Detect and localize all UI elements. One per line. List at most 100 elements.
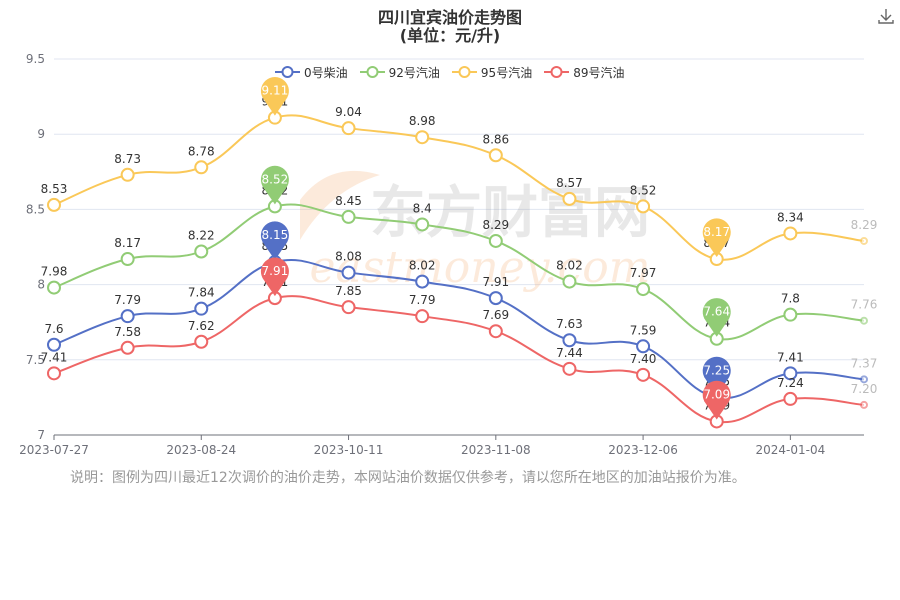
legend-label: 89号汽油 [573,65,625,80]
data-point [415,130,430,145]
data-point [415,309,430,324]
pin-label: 7.64 [703,305,730,319]
data-label: 8.17 [114,236,141,250]
data-label: 7.41 [41,350,68,364]
data-label: 7.79 [114,293,141,307]
legend-marker [451,66,477,78]
pin-label: 7.91 [262,264,289,278]
y-tick-label: 9.5 [26,52,45,66]
data-point [488,233,503,248]
data-point [194,160,209,175]
x-tick-label: 2023-08-24 [166,443,236,457]
data-point [341,265,356,280]
download-icon[interactable] [876,6,896,26]
data-point [562,361,577,376]
watermark-text: 东方财富网 [370,181,650,246]
legend-label: 92号汽油 [388,65,440,80]
data-point [636,339,651,354]
data-point [488,324,503,339]
legend-item[interactable]: 89号汽油 [544,64,624,81]
data-label: 7.24 [777,376,804,390]
data-point [488,291,503,306]
legend-marker [544,66,570,78]
data-label: 8.98 [409,114,436,128]
data-label: 7.63 [556,317,583,331]
data-point [860,375,868,384]
legend-marker [275,66,300,78]
pin-shape [260,165,289,205]
data-label: 7.91 [482,275,509,289]
data-label: 9.04 [335,105,362,119]
value-pin: 7.25 [702,356,731,396]
data-point [194,301,209,316]
data-point [194,244,209,259]
data-point [341,209,356,224]
data-point [860,236,868,245]
data-label: 8.45 [335,194,362,208]
data-label: 8.29 [482,218,509,232]
legend-marker [359,66,385,78]
chart-title: 四川宜宾油价走势图 [377,8,522,27]
y-tick-label: 8.5 [26,202,45,216]
data-point [636,199,651,214]
chart-subtitle: (单位：元/升) [399,26,501,45]
data-label: 7.41 [777,350,804,364]
data-label: 7.97 [630,266,657,280]
series-2: 8.53 8.73 8.78 9.11 9.04 8.98 8.86 8.57 8.52 8.17… [41,76,877,267]
watermark-swoosh [300,170,380,240]
data-point [47,366,61,381]
data-point [860,400,868,409]
y-tick-label: 9 [37,127,45,141]
x-tick-label: 2023-10-11 [314,443,384,457]
data-point [47,280,61,295]
legend-item[interactable]: 92号汽油 [359,64,440,81]
pin-shape [702,218,731,258]
data-label: 7.40 [630,352,657,366]
data-point [415,274,430,289]
data-label: 8.73 [114,152,141,166]
data-label: 7.20 [851,382,878,396]
data-point [120,340,135,355]
data-point [341,300,356,315]
data-label: 8.02 [409,259,436,273]
pin-label: 8.17 [703,225,730,239]
data-label: 7.79 [409,293,436,307]
data-label: 7.85 [335,284,362,298]
series-1: 7.98 8.17 8.22 8.52 8.45 8.4 8.29 8.02 7.97 7.64 7… [41,165,878,346]
data-point [488,148,503,163]
pin-shape [702,380,731,420]
data-label: 7.37 [851,356,878,370]
value-pin: 9.11 [260,76,289,116]
y-tick-label: 8 [37,278,45,292]
pin-shape [702,356,731,396]
data-point [47,337,61,352]
series-3: 7.41 7.58 7.62 7.91 7.85 7.79 7.69 7.44 7.40 7.09… [41,257,878,429]
legend-item[interactable]: 95号汽油 [451,64,533,81]
y-tick-label: 7 [37,428,45,442]
pin-shape [702,298,731,337]
x-tick-label: 2023-07-27 [19,443,89,457]
data-label: 7.44 [556,346,583,360]
data-label: 8.57 [556,176,583,190]
data-label: 8.34 [777,210,804,224]
data-point [562,333,577,348]
data-label: 8.86 [482,132,509,146]
data-label: 7.62 [188,319,215,333]
data-label: 8.02 [556,259,583,273]
value-pin: 7.91 [260,257,289,297]
value-pin: 7.09 [702,380,731,420]
data-label: 8.4 [413,201,432,215]
data-point [783,391,798,406]
data-point [636,282,651,297]
chart-legend: 0号柴油 92号汽油 95号汽油 89号汽油 [275,62,636,82]
data-point [636,367,651,382]
legend-item[interactable]: 0号柴油 [275,64,348,81]
x-tick-label: 2024-01-04 [755,443,825,457]
legend-label: 95号汽油 [480,65,533,80]
value-pin: 8.52 [260,165,289,205]
data-label: 7.6 [44,322,63,336]
value-pin: 7.64 [702,298,731,337]
data-label: 7.76 [851,298,878,312]
x-tick-label: 2023-11-08 [461,443,531,457]
